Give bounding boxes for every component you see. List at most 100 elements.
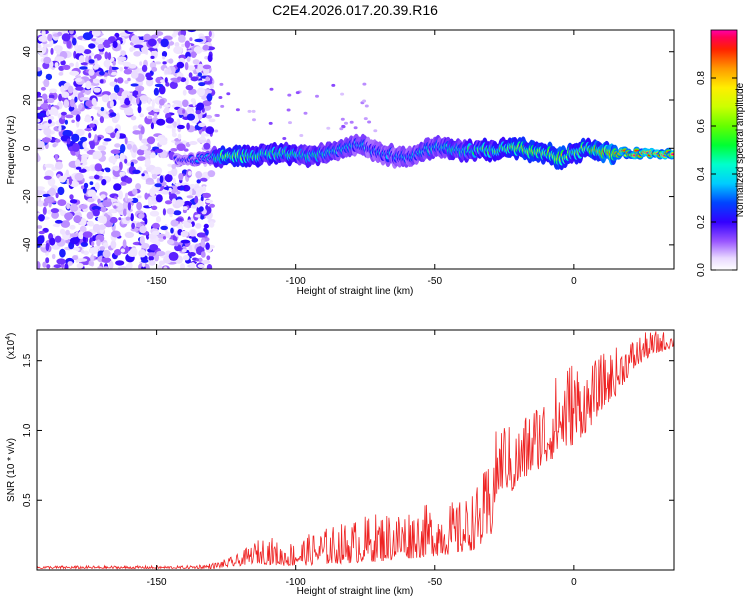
noise-point [188, 72, 193, 78]
noise-point [130, 213, 134, 222]
noise-point [69, 199, 78, 204]
noise-point [127, 30, 138, 33]
noise-point [156, 118, 166, 126]
noise-point [201, 131, 205, 139]
noise-point [40, 86, 46, 91]
noise-point [99, 70, 105, 76]
noise-point [174, 42, 180, 48]
noise-point [125, 216, 131, 221]
noise-point [169, 81, 178, 89]
noise-point [114, 143, 121, 148]
noise-point [43, 56, 52, 64]
noise-point [315, 94, 319, 98]
noise-point [83, 250, 89, 256]
noise-point [205, 126, 215, 135]
noise-point [282, 137, 287, 140]
noise-point [110, 132, 116, 139]
noise-point [286, 108, 291, 112]
noise-point [203, 104, 212, 111]
noise-point [41, 137, 52, 143]
noise-point [171, 132, 177, 138]
noise-point [187, 65, 196, 71]
noise-point [196, 179, 201, 184]
noise-point [88, 59, 95, 64]
noise-point [92, 156, 98, 160]
noise-point [145, 181, 155, 185]
noise-point [70, 110, 81, 116]
noise-point [186, 113, 195, 121]
noise-point [218, 96, 223, 99]
noise-point [186, 122, 190, 130]
noise-point [130, 115, 137, 121]
noise-point [52, 223, 61, 227]
noise-point [87, 198, 95, 203]
noise-point [129, 166, 134, 172]
noise-point [182, 89, 187, 96]
noise-point [85, 80, 92, 90]
top-y-tick-label: -20 [22, 189, 33, 204]
noise-point [153, 166, 163, 175]
noise-point [65, 169, 70, 177]
noise-point [94, 163, 103, 172]
noise-point [139, 145, 149, 151]
noise-point [148, 198, 152, 208]
noise-point [341, 124, 346, 128]
noise-point [96, 170, 104, 176]
noise-point [75, 159, 81, 166]
noise-point [205, 204, 209, 211]
colorbar: 0.0 0.2 0.4 0.6 0.8 Normalized spectral ampl… [696, 29, 746, 277]
noise-point [176, 143, 186, 151]
noise-point [64, 263, 69, 269]
noise-point [191, 237, 199, 243]
noise-point [138, 213, 145, 219]
noise-point [116, 130, 120, 140]
noise-point [45, 257, 50, 264]
noise-point [69, 203, 79, 212]
noise-point [45, 110, 50, 117]
noise-point [156, 177, 160, 184]
noise-point [195, 110, 201, 115]
noise-point [88, 43, 96, 49]
noise-point [136, 96, 140, 105]
noise-point [113, 205, 117, 209]
noise-point [138, 249, 147, 258]
noise-point [69, 224, 76, 230]
ridge-core [671, 153, 674, 156]
noise-point [100, 79, 104, 84]
noise-point [148, 260, 156, 266]
noise-point [92, 64, 99, 70]
noise-point [79, 66, 88, 70]
noise-point [37, 261, 41, 269]
noise-point [59, 248, 66, 258]
chart-title: C2E4.2026.017.20.39.R16 [272, 2, 438, 18]
noise-point [164, 174, 173, 183]
noise-point [205, 76, 210, 82]
noise-point [155, 216, 162, 223]
noise-point [104, 51, 109, 60]
bottom-y-tick-label: 0.5 [22, 493, 33, 507]
noise-point [72, 142, 80, 152]
noise-point [82, 141, 87, 148]
noise-point [86, 221, 91, 226]
noise-point [190, 229, 196, 237]
noise-point [161, 51, 168, 58]
noise-point [72, 37, 77, 46]
noise-point [60, 111, 67, 116]
noise-point [135, 183, 142, 190]
noise-point [179, 221, 183, 230]
noise-point [247, 109, 252, 113]
noise-point [198, 206, 204, 212]
noise-point [124, 80, 129, 84]
noise-point [149, 187, 156, 197]
noise-point [83, 147, 90, 152]
noise-point [124, 66, 128, 70]
noise-point [164, 200, 173, 205]
noise-point [235, 108, 240, 112]
noise-point [54, 62, 59, 68]
noise-point [145, 72, 152, 79]
noise-point [86, 211, 94, 220]
noise-point [64, 212, 74, 221]
noise-point [80, 185, 85, 189]
noise-point [214, 129, 219, 133]
